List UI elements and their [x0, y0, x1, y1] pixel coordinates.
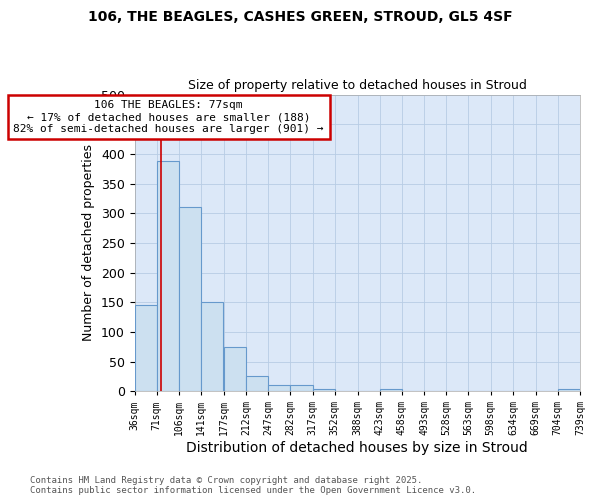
Text: 106 THE BEAGLES: 77sqm
← 17% of detached houses are smaller (188)
82% of semi-de: 106 THE BEAGLES: 77sqm ← 17% of detached… — [13, 100, 324, 134]
Bar — [380, 390, 402, 391]
Text: Contains HM Land Registry data © Crown copyright and database right 2025.
Contai: Contains HM Land Registry data © Crown c… — [30, 476, 476, 495]
Bar — [313, 390, 335, 391]
Bar — [157, 161, 179, 391]
Text: 106, THE BEAGLES, CASHES GREEN, STROUD, GL5 4SF: 106, THE BEAGLES, CASHES GREEN, STROUD, … — [88, 10, 512, 24]
Bar — [179, 208, 201, 391]
Bar — [224, 346, 246, 391]
Title: Size of property relative to detached houses in Stroud: Size of property relative to detached ho… — [188, 79, 527, 92]
Bar — [290, 385, 313, 391]
Bar — [246, 376, 268, 391]
Y-axis label: Number of detached properties: Number of detached properties — [82, 144, 95, 342]
Bar — [268, 385, 290, 391]
Bar — [558, 390, 580, 391]
Bar — [134, 305, 157, 391]
Bar — [201, 302, 223, 391]
X-axis label: Distribution of detached houses by size in Stroud: Distribution of detached houses by size … — [187, 441, 528, 455]
